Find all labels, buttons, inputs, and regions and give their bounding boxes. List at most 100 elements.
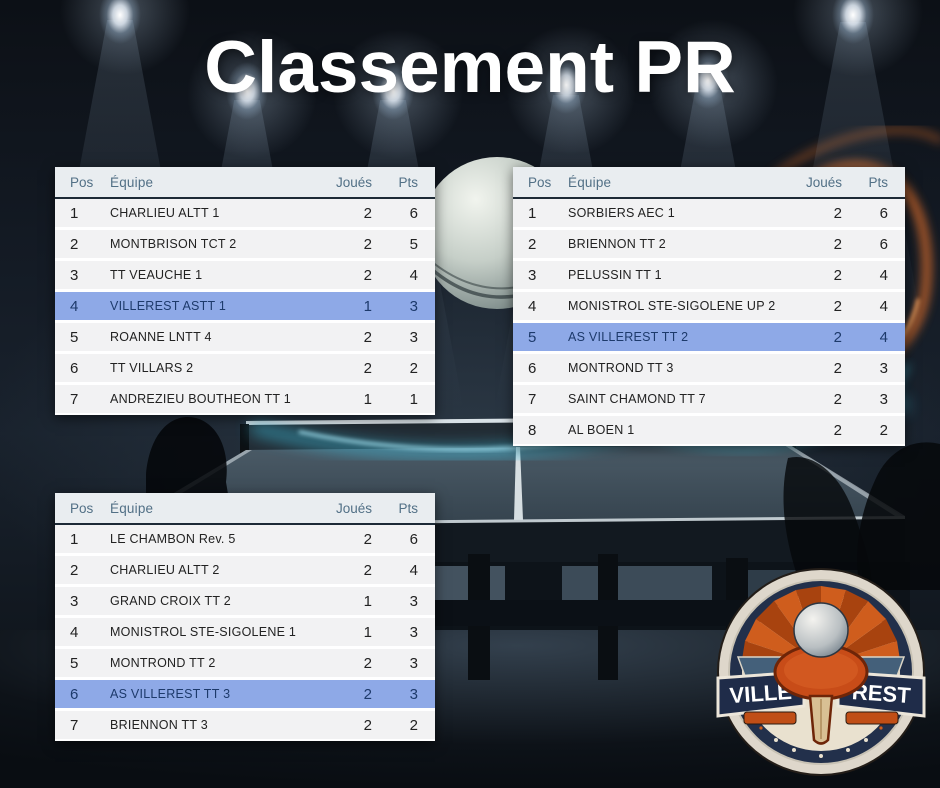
table-body: 1 LE CHAMBON Rev. 5 2 6 2 CHARLIEU ALTT 2 2 4 3 G… <box>55 525 435 741</box>
cell-pts: 3 <box>409 297 418 315</box>
cell-pos: 3 <box>70 266 79 284</box>
cell-pos: 3 <box>70 592 79 610</box>
table-row: 7 ANDREZIEU BOUTHEON TT 1 1 1 <box>55 385 435 413</box>
cell-pos: 4 <box>70 623 79 641</box>
table-header: Pos Équipe Joués Pts <box>55 493 435 525</box>
cell-played: 2 <box>363 716 372 734</box>
cell-pos: 1 <box>70 530 79 548</box>
cell-pos: 7 <box>528 390 537 408</box>
cell-played: 2 <box>833 359 842 377</box>
cell-team: AL BOEN 1 <box>568 423 635 437</box>
table-row: 1 CHARLIEU ALTT 1 2 6 <box>55 199 435 227</box>
cell-pos: 4 <box>70 297 79 315</box>
cell-pts: 2 <box>409 716 418 734</box>
header-team: Équipe <box>110 500 154 516</box>
cell-played: 2 <box>363 654 372 672</box>
header-played: Joués <box>805 174 842 190</box>
table-row: 2 CHARLIEU ALTT 2 2 4 <box>55 556 435 584</box>
spotlight-icon <box>687 51 729 109</box>
cell-pos: 2 <box>70 561 79 579</box>
page-title: Classement PR <box>204 27 736 108</box>
spotlight-icon <box>372 62 414 120</box>
header-team: Équipe <box>568 174 612 190</box>
cell-pts: 4 <box>879 297 888 315</box>
header-pts: Pts <box>398 500 418 516</box>
table-row: 7 BRIENNON TT 3 2 2 <box>55 711 435 739</box>
player-silhouette-right-arm <box>857 442 940 590</box>
header-pos: Pos <box>70 174 94 190</box>
cell-pts: 3 <box>409 623 418 641</box>
cell-team: ANDREZIEU BOUTHEON TT 1 <box>110 392 292 406</box>
ranking-table-1: Pos Équipe Joués Pts 1 CHARLIEU ALTT 1 2 6 2… <box>55 167 435 415</box>
cell-pts: 3 <box>409 328 418 346</box>
table-row: 8 AL BOEN 1 2 2 <box>513 416 905 444</box>
cell-pos: 7 <box>70 716 79 734</box>
cell-played: 2 <box>833 421 842 439</box>
table-body: 1 CHARLIEU ALTT 1 2 6 2 MONTBRISON TCT 2 2 5 3 TT… <box>55 199 435 415</box>
table-header: Pos Équipe Joués Pts <box>55 167 435 199</box>
cell-played: 1 <box>363 592 372 610</box>
cell-team: VILLEREST ASTT 1 <box>110 299 227 313</box>
table-row: 2 BRIENNON TT 2 2 6 <box>513 230 905 258</box>
header-pos: Pos <box>70 500 94 516</box>
cell-pos: 6 <box>70 685 79 703</box>
cell-pts: 4 <box>409 266 418 284</box>
table-row: 3 GRAND CROIX TT 2 1 3 <box>55 587 435 615</box>
cell-pts: 6 <box>409 204 418 222</box>
logo-paddle-icon <box>773 643 869 745</box>
cell-pts: 4 <box>409 561 418 579</box>
table-row: 7 SAINT CHAMOND TT 7 2 3 <box>513 385 905 413</box>
table-row: 6 TT VILLARS 2 2 2 <box>55 354 435 382</box>
table-row: 3 TT VEAUCHE 1 2 4 <box>55 261 435 289</box>
cell-team: LE CHAMBON Rev. 5 <box>110 532 236 546</box>
cell-played: 1 <box>363 297 372 315</box>
cell-pos: 7 <box>70 390 79 408</box>
cell-team: BRIENNON TT 3 <box>110 718 208 732</box>
table-row: 6 AS VILLEREST TT 3 2 3 <box>55 680 435 708</box>
cell-team: AS VILLEREST TT 2 <box>568 330 689 344</box>
cell-pos: 6 <box>528 359 537 377</box>
cell-team: MONTROND TT 2 <box>110 656 216 670</box>
cell-team: MONISTROL STE-SIGOLENE 1 <box>110 625 297 639</box>
cell-played: 2 <box>833 297 842 315</box>
cell-played: 2 <box>363 685 372 703</box>
cell-pts: 4 <box>879 328 888 346</box>
cell-pts: 2 <box>879 421 888 439</box>
table-row: 5 ROANNE LNTT 4 2 3 <box>55 323 435 351</box>
spotlight-icon <box>545 56 587 114</box>
cell-team: TT VEAUCHE 1 <box>110 268 203 282</box>
cell-played: 2 <box>833 235 842 253</box>
cell-played: 2 <box>833 390 842 408</box>
cell-played: 2 <box>363 204 372 222</box>
cell-pts: 6 <box>409 530 418 548</box>
cell-pts: 5 <box>409 235 418 253</box>
header-team: Équipe <box>110 174 154 190</box>
cell-team: MONISTROL STE-SIGOLENE UP 2 <box>568 299 776 313</box>
table-row: 3 PELUSSIN TT 1 2 4 <box>513 261 905 289</box>
cell-team: CHARLIEU ALTT 1 <box>110 206 220 220</box>
spotlight-icon <box>226 62 268 120</box>
ranking-table-2: Pos Équipe Joués Pts 1 SORBIERS AEC 1 2 6 2 B… <box>513 167 905 446</box>
table-row: 4 MONISTROL STE-SIGOLENE UP 2 2 4 <box>513 292 905 320</box>
cell-played: 1 <box>363 623 372 641</box>
logo-dots <box>759 726 883 758</box>
header-pos: Pos <box>528 174 552 190</box>
table-body: 1 SORBIERS AEC 1 2 6 2 BRIENNON TT 2 2 6 3 PELUSS… <box>513 199 905 446</box>
cell-played: 2 <box>363 328 372 346</box>
cell-team: GRAND CROIX TT 2 <box>110 594 231 608</box>
cell-pos: 5 <box>70 654 79 672</box>
table-row: 6 MONTROND TT 3 2 3 <box>513 354 905 382</box>
ranking-table-3: Pos Équipe Joués Pts 1 LE CHAMBON Rev. 5 2… <box>55 493 435 741</box>
cell-team: ROANNE LNTT 4 <box>110 330 212 344</box>
cell-pts: 3 <box>409 654 418 672</box>
cell-team: MONTROND TT 3 <box>568 361 674 375</box>
cell-team: SAINT CHAMOND TT 7 <box>568 392 706 406</box>
cell-played: 2 <box>363 530 372 548</box>
cell-team: BRIENNON TT 2 <box>568 237 666 251</box>
table-row: 2 MONTBRISON TCT 2 2 5 <box>55 230 435 258</box>
cell-pts: 6 <box>879 204 888 222</box>
villerest-logo: VILLE REST <box>716 568 926 776</box>
cell-pos: 3 <box>528 266 537 284</box>
header-played: Joués <box>335 174 372 190</box>
